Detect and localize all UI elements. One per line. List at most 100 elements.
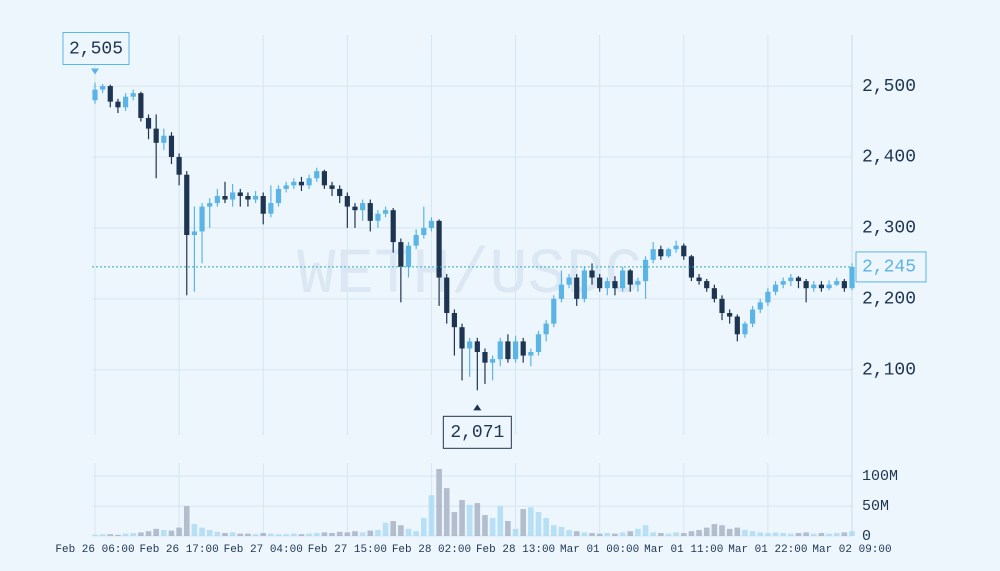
last-price-label: 2,245 [862, 258, 916, 278]
candle-body [360, 203, 366, 211]
candle-body [704, 281, 710, 289]
volume-bar [757, 532, 764, 536]
candle-body [145, 117, 152, 129]
volume-bar [512, 528, 519, 536]
volume-bar [199, 527, 205, 536]
candle-body [581, 270, 587, 299]
candle-body [375, 213, 381, 221]
candle-body [321, 171, 327, 186]
volume-bar [229, 532, 236, 536]
candle-body [535, 334, 542, 353]
candle-body [306, 178, 312, 186]
candle-body [428, 220, 435, 228]
x-tick-label: Mar 01 11:00 [644, 544, 723, 556]
volume-bar [497, 506, 504, 536]
candle-body [551, 298, 557, 324]
candle-body [451, 313, 457, 328]
volume-bar [390, 521, 397, 536]
candle-body [803, 281, 809, 289]
candle-body [612, 281, 618, 289]
candle-body [398, 242, 404, 267]
volume-bar [443, 488, 450, 536]
volume-bar [176, 527, 182, 536]
volume-bar [168, 530, 175, 536]
candle-body [268, 203, 274, 214]
candle-body [749, 309, 756, 324]
candle-body [589, 270, 595, 278]
volume-bar [298, 534, 305, 536]
x-tick-label: Feb 28 02:00 [392, 544, 471, 556]
volume-bar [283, 534, 289, 536]
volume-bar [382, 522, 389, 536]
volume-bar [688, 531, 695, 536]
candle-body [772, 284, 779, 292]
volume-bar [635, 528, 641, 536]
volume-bar [765, 533, 771, 536]
volume-bar [138, 532, 144, 536]
volume-bar [711, 524, 718, 536]
y-tick-label: 2,500 [862, 77, 916, 97]
candle-body [665, 249, 672, 257]
candle-body [444, 277, 450, 314]
volume-bar [726, 528, 733, 536]
volume-bar [329, 533, 335, 536]
candle-body [811, 284, 817, 289]
volume-bar [191, 524, 198, 536]
y-tick-label: 2,100 [862, 361, 916, 381]
x-tick-label: Mar 02 09:00 [812, 544, 891, 556]
candle-body [727, 313, 733, 317]
candle-body [344, 195, 350, 207]
candle-body [153, 128, 159, 143]
x-tick-label: Feb 27 04:00 [224, 544, 303, 556]
candle-body [405, 245, 412, 267]
candle-body [642, 259, 649, 282]
candle-body [734, 316, 740, 335]
candle-body [382, 210, 389, 214]
candle-body [696, 277, 702, 282]
volume-bar [107, 534, 114, 536]
candle-body [566, 277, 572, 285]
volume-bar [398, 525, 404, 536]
candle-body [413, 235, 419, 246]
candle-body [252, 195, 259, 200]
volume-bar [703, 527, 710, 536]
candle-body [650, 249, 656, 260]
candle-body [130, 93, 136, 97]
candle-body [597, 277, 603, 289]
last-price-box [855, 251, 927, 283]
volume-bar [535, 512, 542, 536]
volume-bar [474, 503, 481, 536]
candle-body [658, 249, 664, 257]
volume-bar [275, 534, 282, 536]
volume-bar [153, 528, 159, 536]
volume-bar [367, 530, 374, 536]
candle-body [222, 195, 228, 200]
volume-bar [359, 532, 366, 536]
candle-body [230, 192, 236, 200]
volume-bar [642, 525, 649, 536]
candle-body [474, 341, 480, 353]
candle-body [673, 245, 679, 250]
candle-body [199, 206, 205, 232]
candle-body [245, 195, 251, 200]
candle-body [390, 210, 396, 243]
volume-bar [604, 533, 611, 536]
volume-bar [313, 533, 320, 536]
candle-body [283, 185, 289, 189]
x-tick-label: Feb 27 15:00 [308, 544, 387, 556]
candle-body [795, 277, 802, 282]
volume-bar [405, 528, 412, 536]
high-marker [91, 68, 99, 75]
candle-body [849, 266, 855, 289]
volume-bar [222, 533, 228, 536]
y-tick-label: 2,400 [862, 148, 916, 168]
volume-bar [742, 530, 748, 536]
candle-body [298, 181, 305, 186]
volume-bar [306, 533, 312, 536]
candle-body [421, 227, 427, 235]
candle-body [604, 281, 610, 289]
low-label: 2,071 [450, 423, 504, 443]
candle-body [115, 101, 121, 108]
volume-bar [573, 531, 580, 536]
